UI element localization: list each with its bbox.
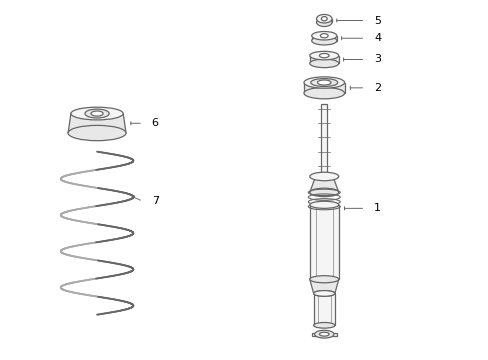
Ellipse shape: [309, 201, 338, 208]
Ellipse shape: [309, 172, 338, 181]
Ellipse shape: [311, 31, 336, 40]
Ellipse shape: [316, 18, 331, 27]
Polygon shape: [309, 55, 338, 63]
Text: 7: 7: [151, 196, 159, 206]
Ellipse shape: [68, 125, 126, 141]
Ellipse shape: [313, 291, 334, 296]
Ellipse shape: [311, 36, 336, 45]
Polygon shape: [309, 279, 338, 293]
Ellipse shape: [316, 14, 331, 23]
Text: 1: 1: [373, 203, 380, 213]
Text: 2: 2: [373, 83, 381, 93]
Ellipse shape: [309, 51, 338, 60]
Ellipse shape: [309, 59, 338, 68]
Polygon shape: [311, 36, 336, 41]
Polygon shape: [311, 333, 336, 336]
Polygon shape: [68, 113, 126, 133]
Ellipse shape: [309, 276, 338, 283]
Ellipse shape: [314, 330, 333, 338]
Ellipse shape: [320, 33, 327, 38]
Polygon shape: [321, 104, 326, 180]
Ellipse shape: [304, 87, 344, 99]
Ellipse shape: [313, 291, 334, 296]
Ellipse shape: [85, 109, 109, 118]
Ellipse shape: [321, 17, 326, 21]
Polygon shape: [304, 82, 344, 93]
Polygon shape: [309, 205, 338, 279]
Ellipse shape: [309, 188, 338, 197]
Text: 4: 4: [373, 33, 381, 43]
Polygon shape: [313, 293, 334, 325]
Polygon shape: [316, 19, 331, 22]
Text: 6: 6: [151, 118, 158, 128]
Ellipse shape: [310, 78, 337, 86]
Ellipse shape: [313, 323, 334, 328]
Polygon shape: [309, 176, 338, 192]
Text: 3: 3: [373, 54, 380, 64]
Ellipse shape: [317, 80, 330, 85]
Polygon shape: [313, 325, 334, 327]
Ellipse shape: [319, 332, 328, 336]
Ellipse shape: [304, 77, 344, 88]
Ellipse shape: [319, 54, 328, 58]
Text: 5: 5: [373, 15, 380, 26]
Ellipse shape: [71, 107, 123, 120]
Ellipse shape: [91, 111, 103, 116]
